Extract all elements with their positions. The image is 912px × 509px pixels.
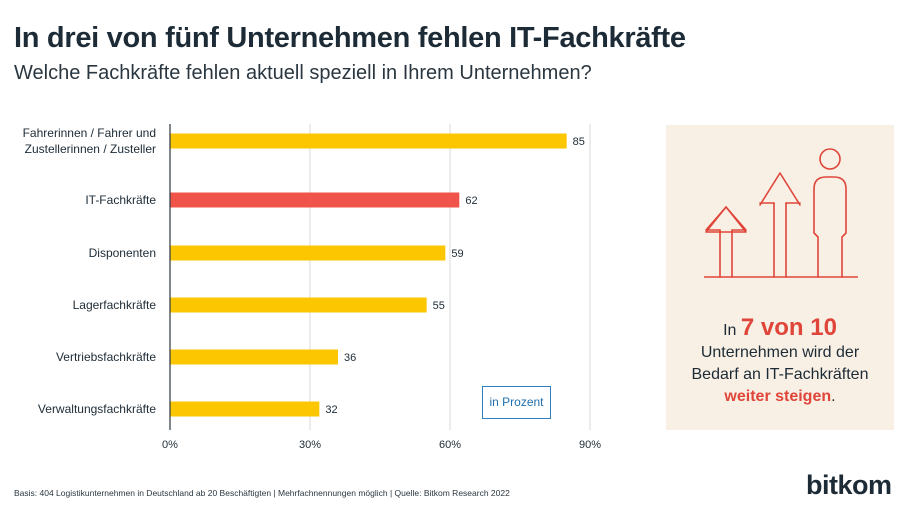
callout-line-2: Unternehmen wird der bbox=[700, 344, 860, 361]
bar-value-label-4: 36 bbox=[344, 352, 356, 364]
bar-2 bbox=[170, 245, 446, 261]
bitkom-logo: bitkom bbox=[806, 470, 892, 500]
bar-0 bbox=[170, 133, 567, 149]
x-tick-label-30: 30% bbox=[299, 439, 321, 451]
callout-suffix: . bbox=[831, 388, 836, 405]
category-label-3-0: Lagerfachkräfte bbox=[73, 298, 157, 312]
bar-3 bbox=[170, 297, 427, 313]
chart-subtitle: Welche Fachkräfte fehlen aktuell speziel… bbox=[14, 62, 592, 84]
callout-line-3: Bedarf an IT-Fachkräften bbox=[691, 366, 869, 383]
category-label-2-0: Disponenten bbox=[89, 246, 156, 260]
bar-5 bbox=[170, 401, 320, 417]
source-footnote: Basis: 404 Logistikunternehmen in Deutsc… bbox=[14, 488, 510, 498]
bar-value-label-3: 55 bbox=[433, 300, 445, 312]
bar-value-label-5: 32 bbox=[325, 404, 337, 416]
bar-value-label-2: 59 bbox=[451, 248, 463, 260]
unit-legend-box: in Prozent bbox=[482, 386, 551, 419]
x-tick-label-60: 60% bbox=[439, 439, 461, 451]
category-label-0-0: Fahrerinnen / Fahrer und bbox=[23, 126, 156, 140]
category-label-0-1: Zustellerinnen / Zusteller bbox=[25, 142, 156, 156]
callout-text: In 7 von 10 Unternehmen wird der Bedarf … bbox=[666, 314, 894, 408]
callout-prefix: In bbox=[723, 322, 741, 339]
bar-1 bbox=[170, 192, 460, 208]
bar-4 bbox=[170, 349, 338, 365]
category-label-1-0: IT-Fachkräfte bbox=[85, 193, 156, 207]
bar-value-label-0: 85 bbox=[573, 136, 585, 148]
callout-highlight-phrase: weiter steigen bbox=[724, 388, 832, 405]
bar-value-label-1: 62 bbox=[465, 195, 477, 207]
growth-arrows-person-icon bbox=[704, 148, 858, 278]
callout-highlight-number: 7 von 10 bbox=[740, 314, 837, 341]
x-tick-label-0: 0% bbox=[162, 439, 178, 451]
category-label-5-0: Verwaltungsfachkräfte bbox=[38, 402, 156, 416]
callout-panel: In 7 von 10 Unternehmen wird der Bedarf … bbox=[666, 125, 894, 430]
category-label-4-0: Vertriebsfachkräfte bbox=[56, 350, 156, 364]
chart-title: In drei von fünf Unternehmen fehlen IT-F… bbox=[14, 22, 686, 54]
x-tick-label-90: 90% bbox=[579, 439, 601, 451]
